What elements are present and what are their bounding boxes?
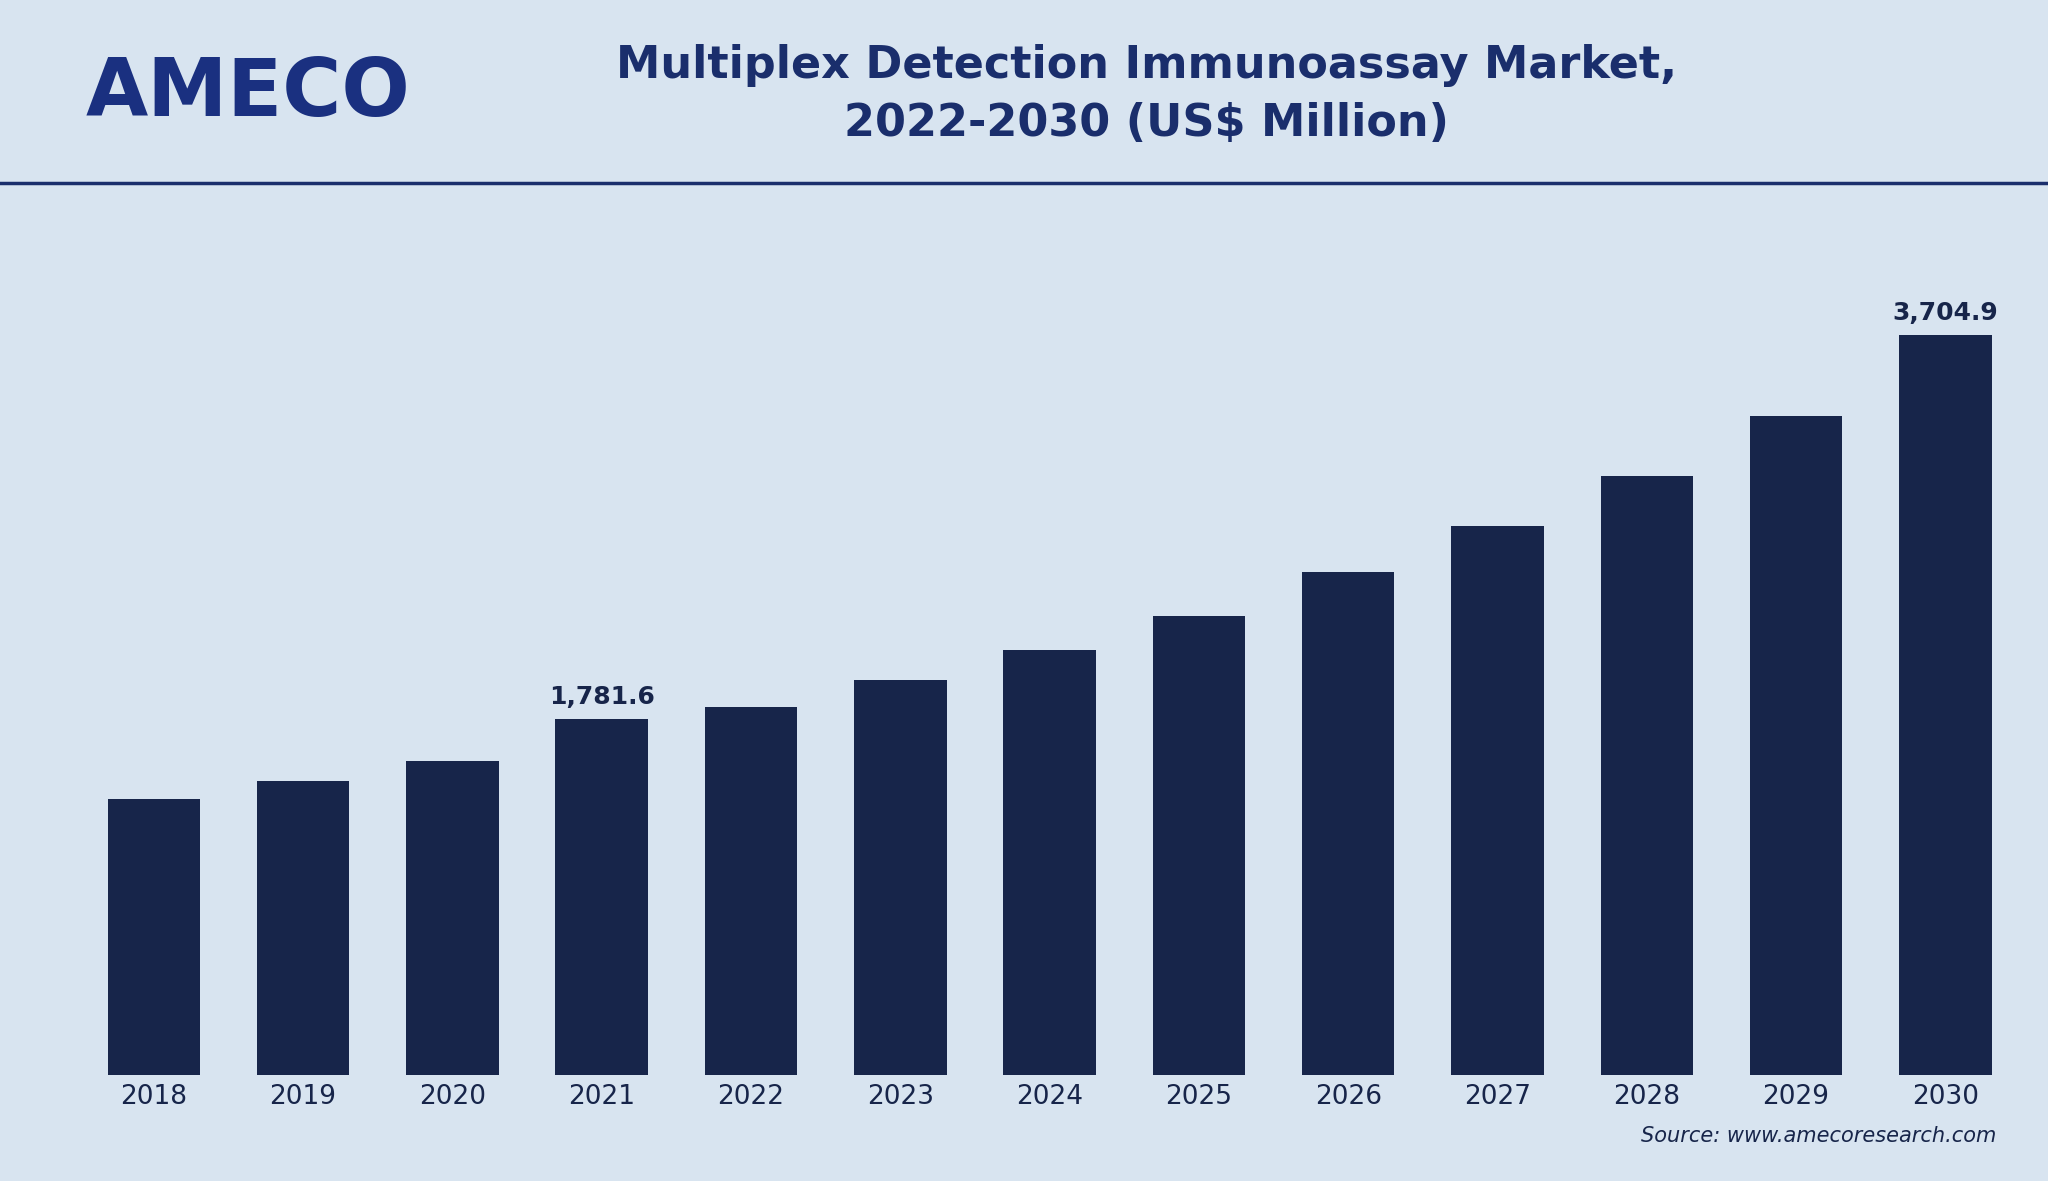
Bar bbox=[1749, 416, 1843, 1075]
Bar bbox=[1153, 615, 1245, 1075]
Bar bbox=[1898, 335, 1993, 1075]
Bar bbox=[256, 782, 350, 1075]
Bar bbox=[555, 719, 647, 1075]
Text: 3,704.9: 3,704.9 bbox=[1892, 301, 1999, 325]
Bar bbox=[705, 707, 797, 1075]
Bar bbox=[1303, 572, 1395, 1075]
Text: AMECO: AMECO bbox=[86, 56, 412, 133]
Text: 1,781.6: 1,781.6 bbox=[549, 685, 655, 709]
Bar bbox=[1004, 650, 1096, 1075]
Text: Multiplex Detection Immunoassay Market,
2022-2030 (US$ Million): Multiplex Detection Immunoassay Market, … bbox=[616, 44, 1677, 145]
Bar bbox=[106, 800, 201, 1075]
Bar bbox=[1452, 526, 1544, 1075]
Bar bbox=[406, 762, 498, 1075]
Bar bbox=[1602, 476, 1694, 1075]
Text: Source: www.amecoresearch.com: Source: www.amecoresearch.com bbox=[1640, 1125, 1997, 1146]
Bar bbox=[854, 679, 946, 1075]
